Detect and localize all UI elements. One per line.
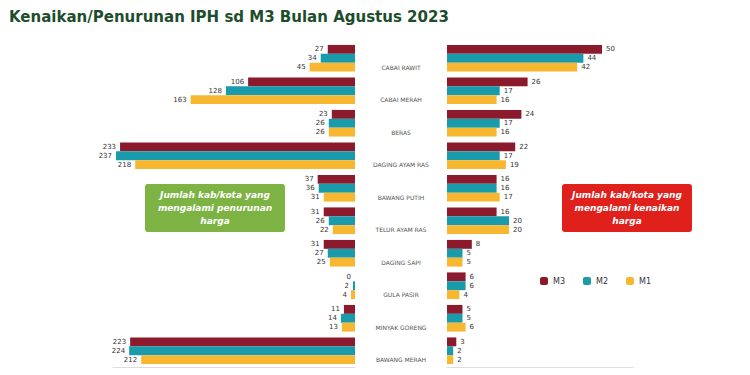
svg-text:20: 20: [513, 217, 522, 225]
svg-text:36: 36: [306, 184, 315, 192]
svg-text:24: 24: [525, 110, 534, 118]
svg-text:34: 34: [308, 54, 317, 62]
svg-text:DAGING AYAM RAS: DAGING AYAM RAS: [373, 161, 429, 168]
svg-text:19: 19: [510, 161, 519, 169]
svg-text:5: 5: [467, 258, 471, 266]
svg-text:27: 27: [315, 249, 324, 257]
svg-text:26: 26: [532, 78, 541, 86]
svg-text:Jumlah kab/kota yang: Jumlah kab/kota yang: [570, 190, 682, 200]
svg-text:M2: M2: [596, 277, 608, 286]
svg-text:6: 6: [470, 273, 475, 281]
svg-text:22: 22: [519, 143, 528, 151]
svg-text:MINYAK GORENG: MINYAK GORENG: [375, 324, 426, 331]
svg-text:16: 16: [501, 128, 510, 136]
svg-text:6: 6: [470, 323, 475, 331]
svg-text:106: 106: [231, 78, 245, 86]
svg-text:44: 44: [587, 54, 596, 62]
svg-text:31: 31: [311, 240, 320, 248]
svg-text:mengalami penurunan: mengalami penurunan: [158, 203, 272, 213]
svg-text:GULA PASIR: GULA PASIR: [383, 291, 419, 298]
svg-text:16: 16: [501, 184, 510, 192]
svg-text:16: 16: [501, 96, 510, 104]
svg-text:233: 233: [103, 143, 116, 151]
svg-text:4: 4: [463, 291, 468, 299]
svg-text:4: 4: [342, 291, 347, 299]
svg-text:BAWANG MERAH: BAWANG MERAH: [376, 356, 426, 363]
svg-text:26: 26: [316, 128, 325, 136]
svg-text:27: 27: [315, 45, 324, 53]
svg-text:Kenaikan/Penurunan IPH sd M3 B: Kenaikan/Penurunan IPH sd M3 Bulan Agust…: [9, 8, 449, 26]
svg-text:2: 2: [457, 356, 461, 364]
svg-text:50: 50: [606, 45, 615, 53]
svg-text:224: 224: [112, 347, 126, 355]
svg-text:TELUR AYAM RAS: TELUR AYAM RAS: [375, 226, 427, 233]
svg-text:20: 20: [513, 226, 522, 234]
svg-text:31: 31: [311, 193, 320, 201]
svg-text:42: 42: [581, 63, 590, 71]
svg-text:22: 22: [320, 226, 329, 234]
svg-text:17: 17: [504, 193, 513, 201]
svg-text:218: 218: [118, 161, 131, 169]
svg-text:17: 17: [504, 119, 513, 127]
svg-text:31: 31: [311, 208, 320, 216]
svg-text:45: 45: [297, 63, 306, 71]
svg-text:M3: M3: [553, 277, 565, 286]
svg-text:harga: harga: [612, 216, 641, 226]
svg-text:2: 2: [457, 347, 461, 355]
svg-text:23: 23: [319, 110, 328, 118]
svg-text:14: 14: [328, 314, 337, 322]
svg-text:BERAS: BERAS: [391, 129, 411, 136]
svg-text:5: 5: [467, 314, 471, 322]
svg-text:128: 128: [209, 87, 222, 95]
svg-text:mengalami kenaikan: mengalami kenaikan: [575, 203, 680, 213]
svg-text:8: 8: [476, 240, 480, 248]
svg-text:5: 5: [467, 305, 471, 313]
svg-text:16: 16: [501, 208, 510, 216]
svg-text:25: 25: [317, 258, 326, 266]
svg-text:17: 17: [504, 87, 513, 95]
svg-text:17: 17: [504, 152, 513, 160]
svg-text:6: 6: [470, 282, 475, 290]
svg-text:16: 16: [501, 175, 510, 183]
svg-text:163: 163: [173, 96, 186, 104]
svg-text:37: 37: [305, 175, 314, 183]
svg-text:DAGING SAPI: DAGING SAPI: [381, 259, 421, 266]
svg-text:212: 212: [124, 356, 137, 364]
svg-text:5: 5: [467, 249, 471, 257]
svg-text:M1: M1: [639, 277, 651, 286]
svg-text:3: 3: [460, 338, 464, 346]
svg-text:26: 26: [316, 217, 325, 225]
svg-text:BAWANG PUTIH: BAWANG PUTIH: [378, 194, 425, 201]
svg-text:CABAI RAWIT: CABAI RAWIT: [381, 64, 421, 71]
svg-text:0: 0: [347, 273, 351, 281]
svg-text:13: 13: [329, 323, 338, 331]
svg-text:26: 26: [316, 119, 325, 127]
svg-text:223: 223: [113, 338, 126, 346]
svg-text:2: 2: [345, 282, 349, 290]
svg-text:Jumlah kab/kota yang: Jumlah kab/kota yang: [158, 190, 270, 200]
svg-text:237: 237: [99, 152, 112, 160]
svg-text:11: 11: [331, 305, 340, 313]
svg-text:CABAI MERAH: CABAI MERAH: [380, 96, 422, 103]
svg-text:harga: harga: [200, 216, 229, 226]
